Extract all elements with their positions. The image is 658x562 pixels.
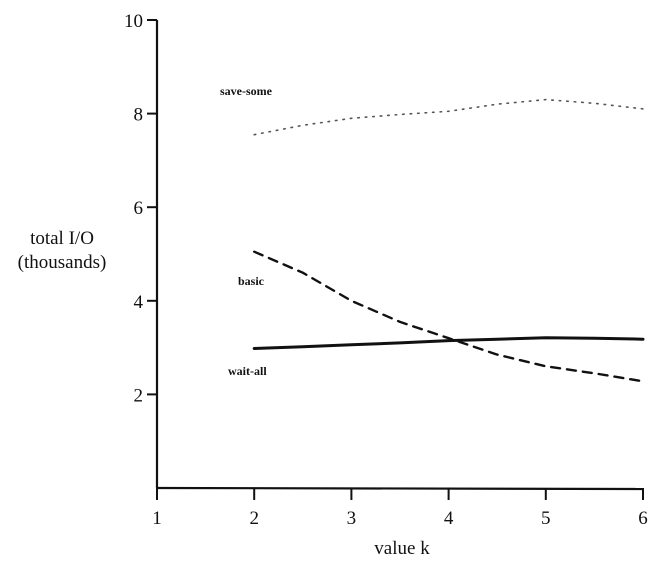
x-tick-label: 5 — [541, 508, 551, 529]
series-label-basic: basic — [238, 274, 265, 288]
y-tick-label: 8 — [134, 105, 144, 126]
x-tick-label: 4 — [444, 508, 454, 529]
series-line-basic — [252, 250, 645, 383]
y-tick-label: 6 — [134, 198, 144, 219]
y-tick-label: 10 — [124, 11, 143, 32]
series-labels: save-some basic wait-all — [220, 84, 273, 378]
y-axis-title-line1: total I/O — [30, 228, 94, 249]
series-group — [252, 98, 645, 383]
y-tick-label: 2 — [134, 385, 144, 406]
series-line-wait-all — [252, 336, 645, 350]
x-tick-label: 3 — [347, 508, 357, 529]
series-label-wait-all: wait-all — [228, 364, 267, 378]
x-tick-label: 2 — [249, 508, 259, 529]
series-line-save-some — [253, 98, 644, 136]
x-tick-label: 6 — [638, 508, 648, 529]
y-tick-label: 4 — [134, 292, 144, 313]
series-label-save-some: save-some — [220, 84, 273, 98]
y-axis-title-line2: (thousands) — [18, 252, 107, 273]
x-tick-label: 1 — [152, 508, 162, 529]
x-axis-title: value k — [374, 538, 430, 559]
x-axis-line — [156, 486, 644, 491]
axes: 1 2 3 4 5 6 2 4 6 8 10 — [124, 11, 648, 529]
